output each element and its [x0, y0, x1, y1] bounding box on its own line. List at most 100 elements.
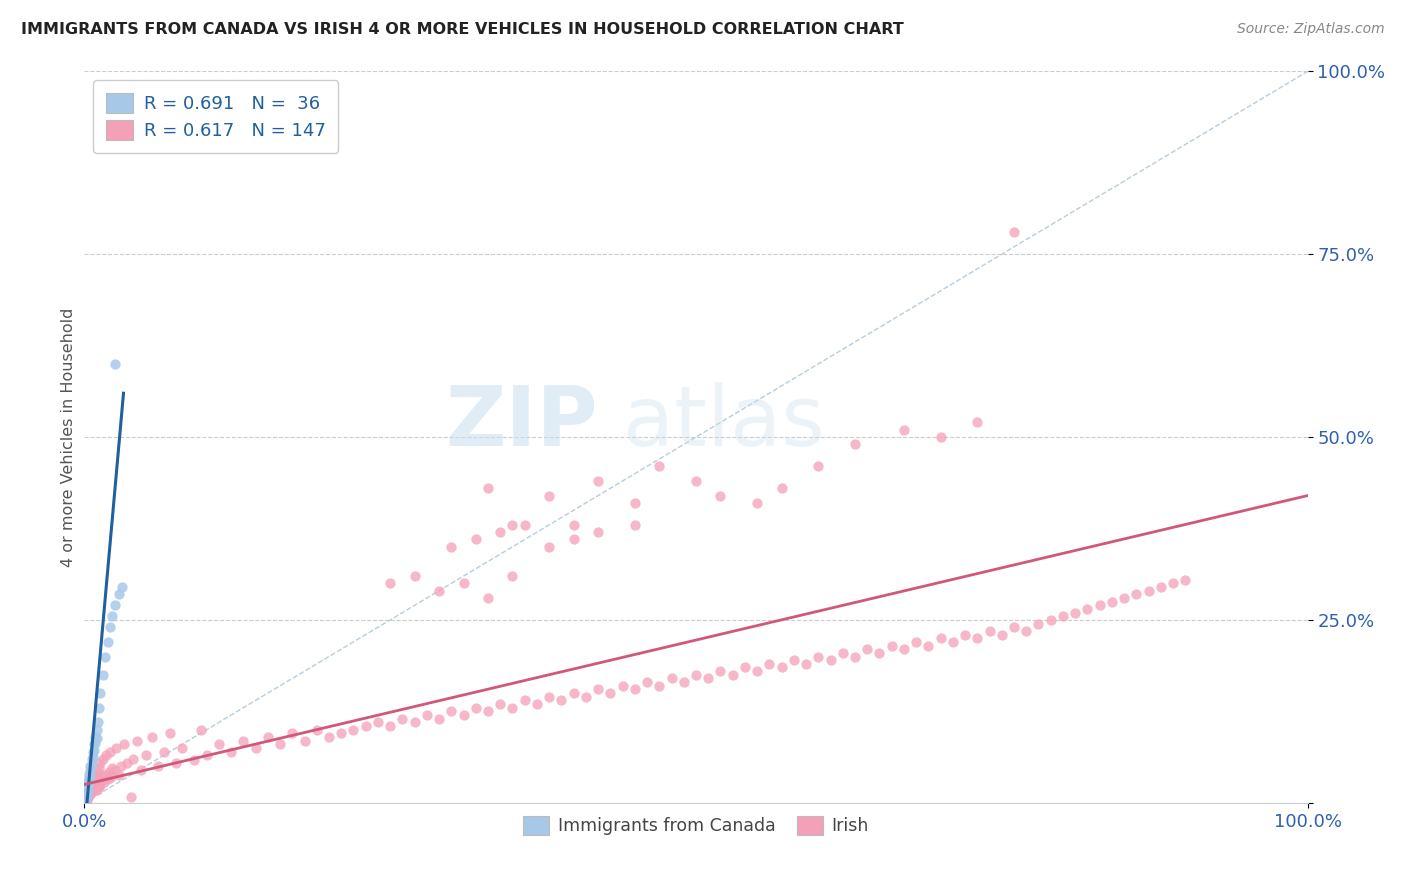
Point: [1174, 573, 1197, 587]
Text: ZIP: ZIP: [446, 382, 598, 463]
Point: [758, 657, 780, 671]
Point: [159, 726, 181, 740]
Point: [93, 775, 115, 789]
Point: [208, 737, 231, 751]
Point: [183, 753, 205, 767]
Point: [464, 533, 486, 547]
Point: [979, 624, 1001, 638]
Point: [380, 576, 402, 591]
Point: [83, 743, 105, 757]
Point: [75, 794, 97, 808]
Point: [953, 627, 976, 641]
Point: [942, 635, 965, 649]
Text: IMMIGRANTS FROM CANADA VS IRISH 4 OR MORE VEHICLES IN HOUSEHOLD CORRELATION CHAR: IMMIGRANTS FROM CANADA VS IRISH 4 OR MOR…: [21, 22, 904, 37]
Point: [1002, 225, 1025, 239]
Point: [538, 489, 561, 503]
Point: [165, 756, 187, 770]
Point: [75, 792, 97, 806]
Point: [100, 770, 122, 784]
Point: [195, 748, 218, 763]
Point: [84, 781, 107, 796]
Point: [125, 733, 148, 747]
Point: [86, 731, 108, 746]
Point: [477, 481, 499, 495]
Point: [82, 750, 104, 764]
Point: [404, 715, 426, 730]
Point: [1125, 587, 1147, 601]
Point: [1015, 624, 1038, 638]
Point: [115, 756, 138, 770]
Point: [783, 653, 806, 667]
Point: [697, 672, 720, 686]
Point: [76, 785, 98, 799]
Point: [77, 789, 100, 803]
Point: [820, 653, 842, 667]
Point: [79, 763, 101, 777]
Point: [1088, 599, 1111, 613]
Point: [427, 712, 450, 726]
Point: [87, 772, 110, 787]
Point: [153, 745, 176, 759]
Point: [612, 679, 634, 693]
Point: [1028, 616, 1050, 631]
Point: [586, 682, 609, 697]
Point: [489, 697, 512, 711]
Point: [709, 489, 731, 503]
Point: [502, 569, 524, 583]
Point: [77, 782, 100, 797]
Point: [562, 686, 585, 700]
Point: [869, 646, 891, 660]
Point: [721, 667, 744, 681]
Point: [305, 723, 328, 737]
Point: [77, 780, 100, 794]
Point: [111, 580, 134, 594]
Point: [105, 740, 128, 755]
Point: [831, 646, 853, 660]
Point: [110, 759, 132, 773]
Point: [1076, 602, 1098, 616]
Point: [648, 679, 671, 693]
Point: [80, 781, 103, 796]
Point: [586, 525, 609, 540]
Point: [86, 782, 108, 797]
Point: [893, 423, 915, 437]
Point: [404, 569, 426, 583]
Point: [135, 748, 157, 763]
Point: [76, 793, 98, 807]
Point: [96, 748, 118, 763]
Point: [97, 772, 120, 787]
Point: [232, 733, 254, 747]
Point: [489, 525, 512, 540]
Point: [807, 459, 830, 474]
Point: [453, 576, 475, 591]
Point: [624, 496, 647, 510]
Point: [502, 517, 524, 532]
Point: [82, 773, 104, 788]
Point: [98, 620, 121, 634]
Point: [79, 759, 101, 773]
Point: [367, 715, 389, 730]
Point: [104, 357, 127, 371]
Point: [1039, 613, 1062, 627]
Point: [966, 632, 988, 646]
Point: [79, 768, 101, 782]
Point: [77, 785, 100, 799]
Point: [87, 780, 110, 794]
Point: [562, 533, 585, 547]
Point: [190, 723, 212, 737]
Point: [245, 740, 267, 755]
Point: [101, 609, 124, 624]
Point: [734, 660, 756, 674]
Point: [80, 775, 103, 789]
Point: [929, 632, 952, 646]
Point: [89, 756, 111, 770]
Point: [87, 715, 110, 730]
Point: [141, 730, 163, 744]
Text: Source: ZipAtlas.com: Source: ZipAtlas.com: [1237, 22, 1385, 37]
Point: [661, 672, 683, 686]
Point: [97, 765, 120, 780]
Point: [380, 719, 402, 733]
Point: [648, 459, 671, 474]
Point: [107, 768, 129, 782]
Point: [76, 789, 98, 804]
